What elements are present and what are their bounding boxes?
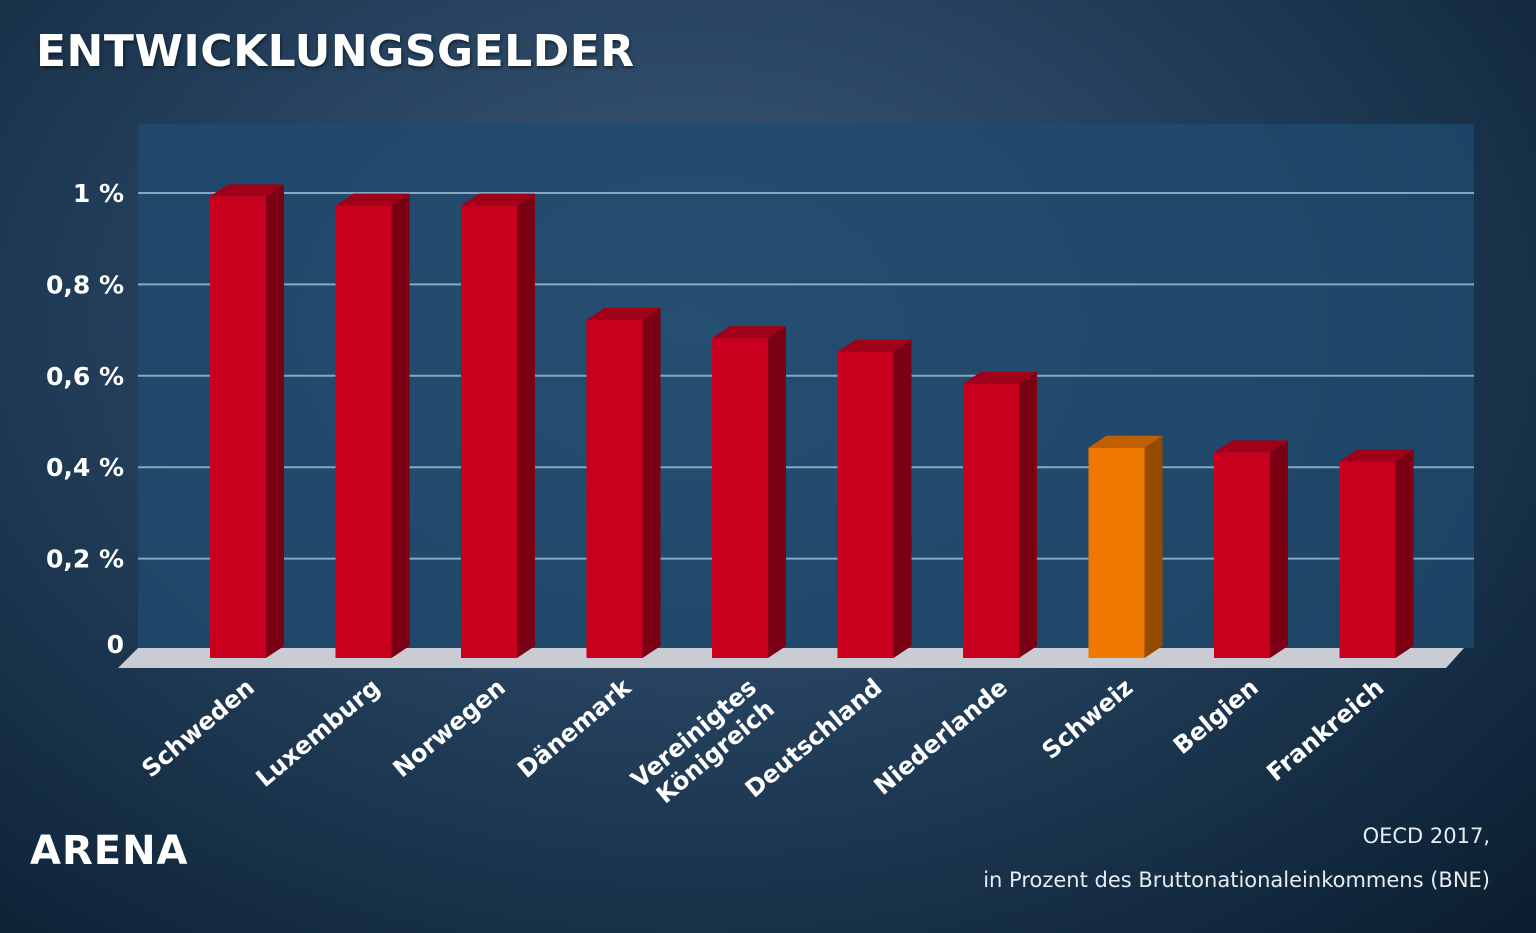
bar-top xyxy=(1214,440,1288,453)
x-tick-label-line: Frankreich xyxy=(1261,673,1389,787)
bar-luxemburg xyxy=(335,193,410,658)
x-tick-label: Deutschland xyxy=(740,673,887,803)
bar-side xyxy=(1395,449,1414,658)
bars xyxy=(210,184,1414,658)
bar-front xyxy=(335,205,392,658)
bar-front xyxy=(712,338,768,658)
y-tick-label: 0,2 % xyxy=(46,545,124,574)
bar-side xyxy=(1144,435,1163,658)
bar-side xyxy=(1270,440,1288,658)
y-tick-label: 1 % xyxy=(73,179,124,208)
bar-front xyxy=(1088,447,1145,658)
y-tick-label: 0,8 % xyxy=(46,270,124,299)
x-tick-label-line: Dänemark xyxy=(512,672,637,783)
x-tick-label: Frankreich xyxy=(1261,673,1389,787)
bar-side xyxy=(768,326,786,658)
bar-top xyxy=(210,184,284,197)
x-tick-label: Niederlande xyxy=(869,673,1013,800)
bar-side xyxy=(642,307,661,658)
x-tick-label: Belgien xyxy=(1168,673,1264,760)
x-tick-label: Schweden xyxy=(136,673,259,783)
x-tick-label: Dänemark xyxy=(512,672,637,783)
x-tick-label-line: Belgien xyxy=(1168,673,1264,760)
x-tick-label-line: Deutschland xyxy=(740,673,887,803)
x-tick-label-line: Niederlande xyxy=(869,673,1013,800)
bar-side xyxy=(266,184,284,658)
bar-top xyxy=(335,193,410,206)
x-tick-label-line: Schweiz xyxy=(1037,673,1139,765)
x-tick-label-line: Norwegen xyxy=(388,673,511,783)
source-note-line1: OECD 2017, xyxy=(1362,824,1490,848)
bar-front xyxy=(963,383,1019,658)
source-note-line2: in Prozent des Bruttonationaleinkommens … xyxy=(983,868,1490,892)
bar-schweiz xyxy=(1088,435,1163,658)
x-tick-label: Luxemburg xyxy=(251,673,386,792)
x-tick-label: Schweiz xyxy=(1037,673,1139,765)
bar-niederlande xyxy=(963,371,1037,658)
y-tick-label: 0,6 % xyxy=(46,362,124,391)
bar-top xyxy=(837,339,912,352)
bar-front xyxy=(837,351,894,658)
bar-deutschland xyxy=(837,339,912,658)
bar-frankreich xyxy=(1339,449,1414,658)
bar-top xyxy=(586,307,661,320)
bar-schweden xyxy=(210,184,284,658)
arena-logo: ARENA xyxy=(30,828,189,874)
bar-top xyxy=(461,193,535,206)
bar-front xyxy=(1214,452,1270,658)
bar-top xyxy=(1088,435,1163,448)
bar-side xyxy=(1019,371,1037,658)
bar-top xyxy=(963,371,1037,384)
bar-side xyxy=(391,193,410,658)
bar-side xyxy=(517,193,535,658)
y-axis-ticks: 0 0,2 % 0,4 % 0,6 % 0,8 % 1 % xyxy=(46,179,124,659)
bar-front xyxy=(586,319,643,658)
bar-side xyxy=(893,339,912,658)
chart-title: ENTWICKLUNGSGELDER xyxy=(36,26,635,77)
bar-front xyxy=(461,205,517,658)
x-tick-label-line: Luxemburg xyxy=(251,673,386,792)
bar-belgien xyxy=(1214,440,1288,658)
x-tick-label-line: Schweden xyxy=(136,673,259,783)
x-tick-label: Norwegen xyxy=(388,673,511,783)
bar-top xyxy=(712,326,786,339)
y-tick-label: 0,4 % xyxy=(46,453,124,482)
bar-vereinigtes-königreich xyxy=(712,326,786,658)
bar-front xyxy=(1339,461,1396,658)
bar-front xyxy=(210,196,266,658)
bar-dänemark xyxy=(586,307,661,658)
bar-top xyxy=(1339,449,1414,462)
bar-norwegen xyxy=(461,193,535,658)
y-tick-label: 0 xyxy=(107,630,124,659)
